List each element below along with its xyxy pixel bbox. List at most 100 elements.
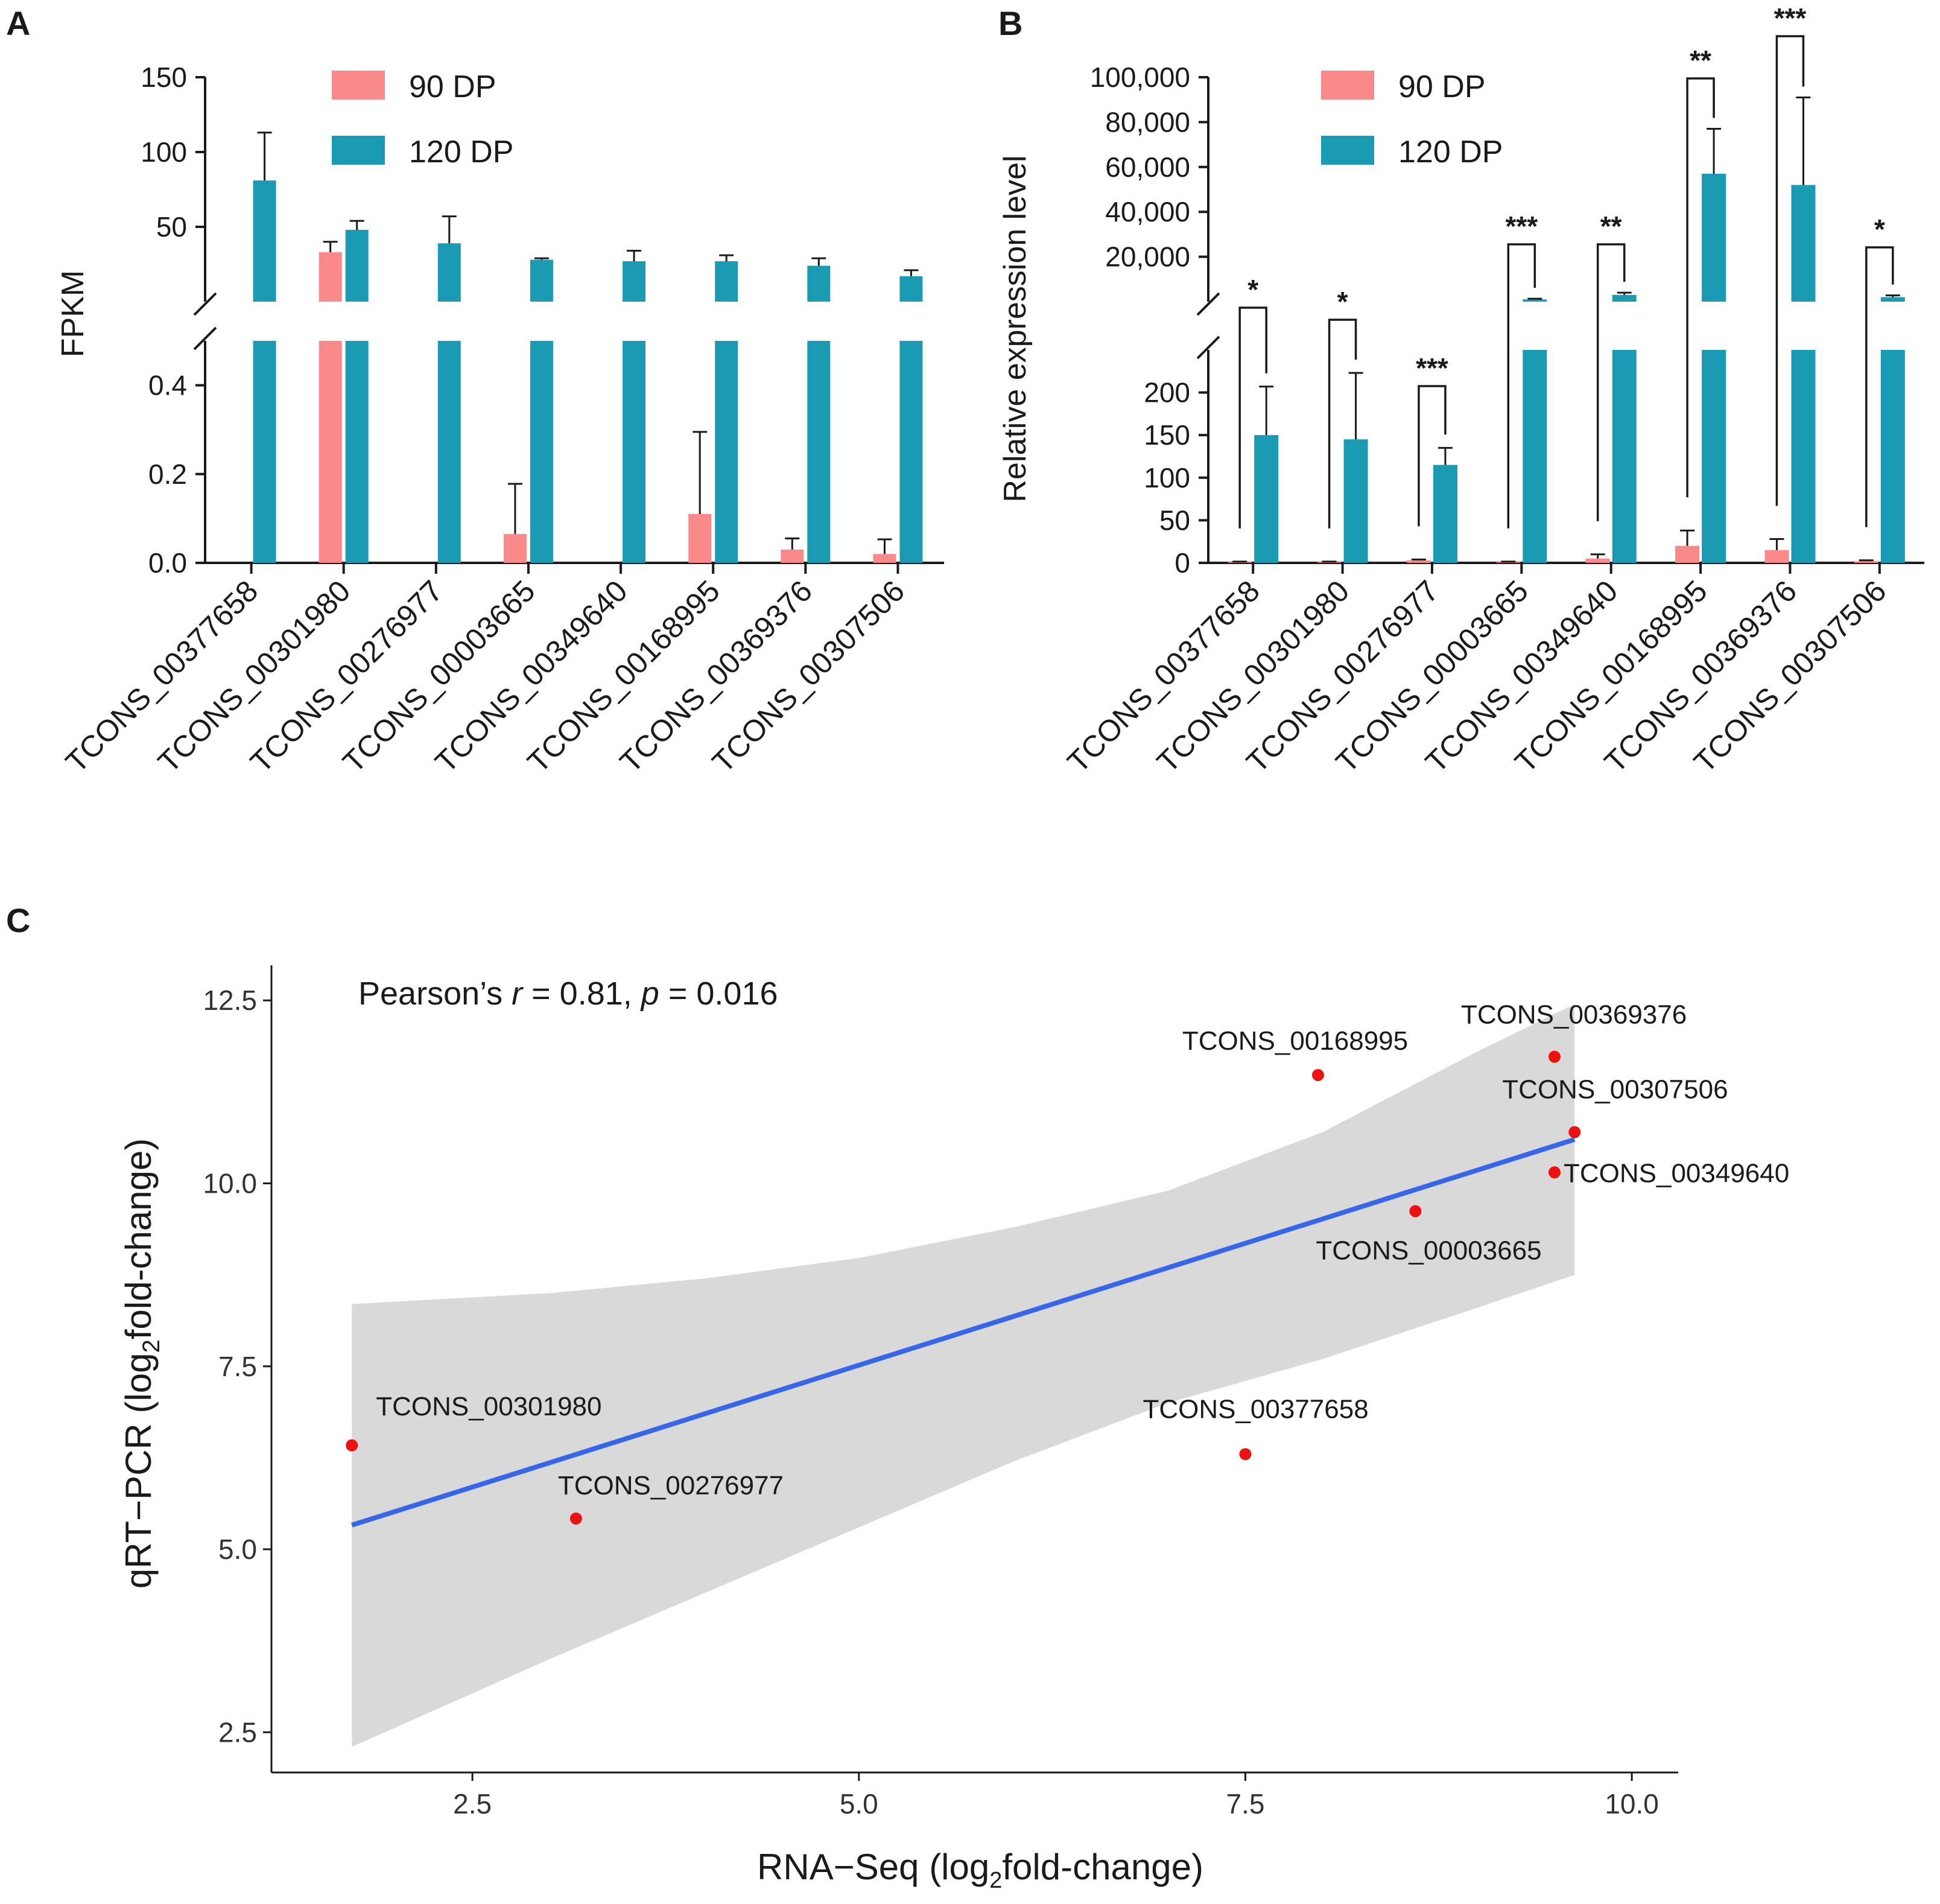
x-tick-label: 5.0 <box>840 1788 878 1820</box>
x-tick-label: 10.0 <box>1605 1788 1659 1820</box>
data-point <box>1409 1205 1422 1217</box>
significance-label: ** <box>1690 45 1711 76</box>
y-tick-label: 12.5 <box>203 985 257 1016</box>
bar-120dp <box>623 341 646 563</box>
panel-b-y-tick-label: 200 <box>1144 377 1190 408</box>
annotation-part: Pearson’s <box>358 976 512 1012</box>
data-point <box>1239 1448 1252 1461</box>
y-tick-label: 7.5 <box>218 1351 257 1382</box>
bar-120dp-upper <box>1880 297 1905 302</box>
data-point <box>1568 1126 1581 1138</box>
panel-b-y-tick-label: 60,000 <box>1105 151 1190 183</box>
bar-120dp <box>1343 439 1368 563</box>
data-point <box>1548 1166 1561 1179</box>
bar-90dp <box>1764 550 1789 563</box>
y-axis-title-part: qRT−PCR (log <box>118 1353 159 1589</box>
x-axis-title: RNA−Seq (log2fold-change) <box>757 1847 1203 1893</box>
panel-letter-a: A <box>6 4 30 42</box>
bar-120dp <box>1702 350 1726 563</box>
bar-120dp <box>437 341 461 563</box>
panel-b-y-tick-label: 40,000 <box>1105 196 1190 227</box>
significance-bracket <box>1596 243 1626 521</box>
panel-b-y-tick-label: 50 <box>1159 504 1190 536</box>
x-tick-label: 2.5 <box>453 1788 492 1820</box>
panel-c-chart: C 2.5 5.0 7.5 10.0 2.5 5.0 7.5 10.0 12.5 RNA−Seq (… <box>6 901 1789 1893</box>
significance-label: ** <box>1600 211 1622 242</box>
bar-90dp <box>1854 561 1878 563</box>
bar-90dp <box>1406 560 1431 563</box>
axis-break-mark <box>193 326 217 351</box>
panel-letter-c: C <box>6 901 30 939</box>
panel-a-y-tick-label: 50 <box>156 211 187 243</box>
regression-line <box>351 1137 1576 1528</box>
panel-b-y-tick-label: 80,000 <box>1105 106 1190 138</box>
bar-90dp <box>1585 558 1610 563</box>
panel-a-y-axis-title: FPKM <box>55 270 90 357</box>
panel-a-y-tick-label: 0.2 <box>148 459 187 490</box>
bar-90dp <box>781 549 804 563</box>
significance-label: *** <box>1774 2 1807 34</box>
bar-120dp <box>1433 465 1457 563</box>
panel-b-y-tick-label: 100,000 <box>1090 62 1190 93</box>
legend-label: 90 DP <box>409 69 496 104</box>
panel-b-y-tick-label: 0 <box>1174 547 1190 579</box>
legend-label: 120 DP <box>1398 135 1503 170</box>
legend-swatch-90dp <box>332 71 385 100</box>
bar-120dp <box>530 341 553 563</box>
bar-120dp <box>1254 435 1279 563</box>
y-tick-label: 2.5 <box>218 1716 257 1748</box>
bar-120dp-upper <box>253 180 276 302</box>
data-point-label: TCONS_00307506 <box>1502 1075 1728 1105</box>
panel-a-y-tick-label: 0.0 <box>148 547 187 579</box>
x-tick-label: 7.5 <box>1226 1788 1264 1820</box>
axis-break-mark <box>1196 335 1220 360</box>
bar-120dp <box>1791 350 1816 563</box>
bar-90dp <box>873 554 896 563</box>
x-axis-title-subscript: 2 <box>989 1868 1002 1893</box>
data-point-label: TCONS_00377658 <box>1143 1394 1368 1424</box>
bar-90dp <box>1675 545 1700 563</box>
bar-120dp-upper <box>899 276 923 302</box>
legend-swatch-90dp <box>1321 71 1374 100</box>
y-axis-title: qRT−PCR (log2fold-change) <box>118 1138 165 1589</box>
y-tick-label: 10.0 <box>203 1167 257 1199</box>
data-point <box>1311 1068 1324 1081</box>
data-point-label: TCONS_00301980 <box>376 1392 601 1421</box>
bar-120dp-upper <box>623 261 646 302</box>
data-point-label: TCONS_00276977 <box>558 1471 784 1500</box>
significance-bracket <box>1686 77 1715 498</box>
bar-120dp-upper <box>530 259 553 302</box>
bar-120dp-upper <box>1791 185 1816 302</box>
bar-120dp-upper <box>1612 294 1637 302</box>
bar-120dp <box>807 341 831 563</box>
significance-label: *** <box>1416 352 1448 384</box>
panel-a-y-tick-label: 100 <box>141 136 187 168</box>
significance-bracket <box>1865 246 1894 527</box>
bar-90dp-upper <box>319 252 342 302</box>
data-point <box>569 1512 582 1525</box>
bar-120dp-upper <box>1702 173 1726 302</box>
legend-label: 120 DP <box>409 135 513 170</box>
bar-120dp <box>899 341 923 563</box>
bar-120dp-upper <box>345 229 369 302</box>
significance-bracket <box>1418 385 1447 527</box>
panel-b-y-tick-label: 100 <box>1144 462 1190 493</box>
bar-90dp <box>503 534 527 563</box>
data-point-label: TCONS_00168995 <box>1182 1026 1408 1056</box>
axis-break-mark <box>193 292 217 316</box>
y-axis-title-subscript: 2 <box>138 1339 165 1353</box>
significance-label: * <box>1247 274 1258 305</box>
confidence-band <box>352 1004 1575 1747</box>
annotation-italic: r <box>512 976 524 1012</box>
bar-120dp-upper <box>807 265 831 302</box>
legend-swatch-120dp <box>332 136 385 165</box>
legend-label: 90 DP <box>1398 69 1486 104</box>
bar-120dp <box>715 341 738 563</box>
bar-120dp <box>345 341 369 563</box>
bar-90dp <box>319 341 342 563</box>
x-axis-title-part: fold-change) <box>1002 1847 1203 1887</box>
panel-a-y-tick-label: 0.4 <box>148 370 187 401</box>
x-axis-title-part: RNA−Seq (log <box>757 1847 989 1887</box>
annotation-italic: p <box>640 976 659 1012</box>
